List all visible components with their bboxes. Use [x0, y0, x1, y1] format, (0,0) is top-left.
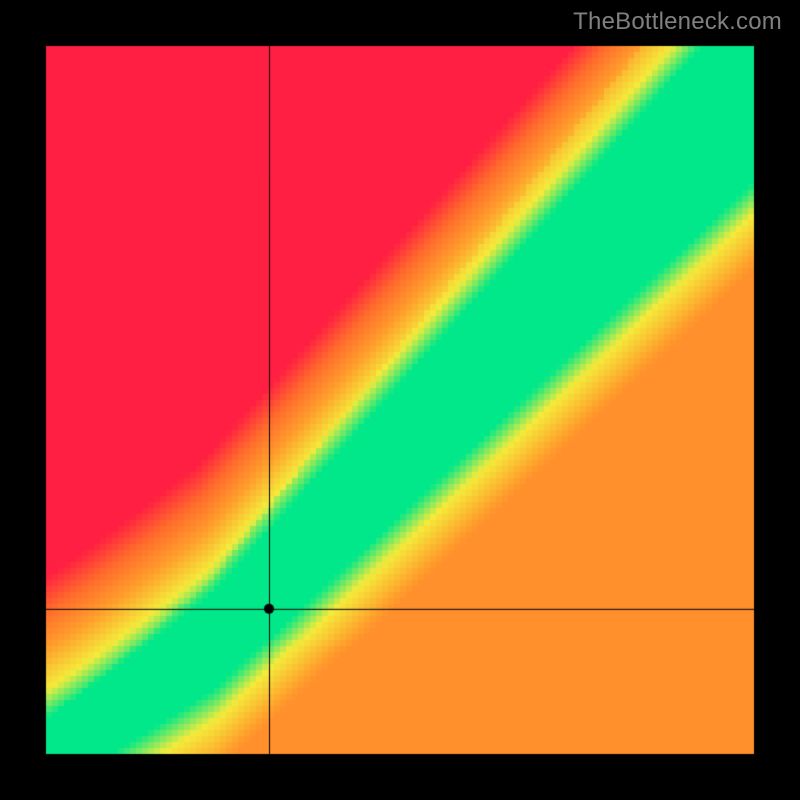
chart-container: TheBottleneck.com	[0, 0, 800, 800]
bottleneck-heatmap	[0, 0, 800, 800]
watermark-text: TheBottleneck.com	[573, 8, 782, 36]
